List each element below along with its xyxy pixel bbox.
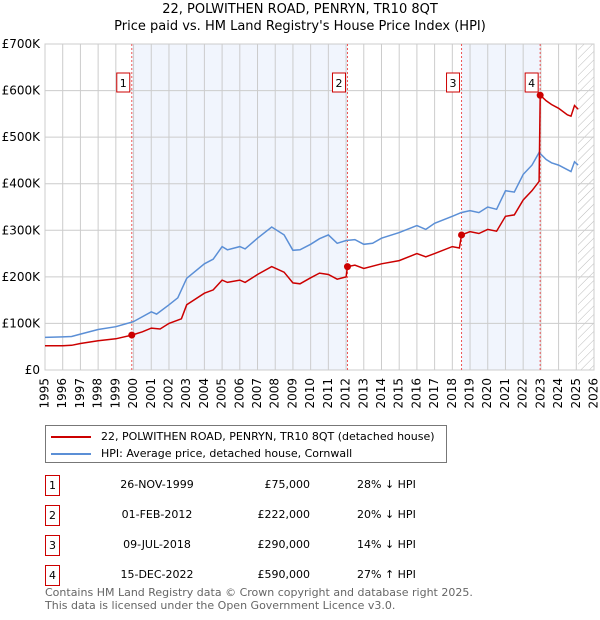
- x-tick-label: 2018: [445, 378, 459, 409]
- sale-date: 15-DEC-2022: [120, 568, 194, 581]
- sale-hpi-diff: 20% ↓ HPI: [357, 508, 416, 521]
- sale-date: 26-NOV-1999: [120, 478, 194, 491]
- x-tick-label: 2026: [587, 378, 600, 409]
- sale-marker-number: 4: [45, 565, 60, 586]
- legend-swatch: [51, 452, 91, 455]
- legend-item-property: 22, POLWITHEN ROAD, PENRYN, TR10 8QT (de…: [51, 430, 435, 443]
- sale-row: 2 01-FEB-2012 £222,000 20% ↓ HPI: [45, 505, 445, 527]
- y-tick-label: £600K: [2, 84, 42, 98]
- x-tick-label: 2025: [569, 378, 583, 409]
- sale-hpi-diff: 14% ↓ HPI: [357, 538, 416, 551]
- sale-price: £75,000: [264, 478, 311, 491]
- x-tick-label: 2024: [551, 378, 565, 409]
- sale-marker-label: 2: [335, 77, 342, 90]
- sale-row: 4 15-DEC-2022 £590,000 27% ↑ HPI: [45, 565, 445, 587]
- x-tick-label: 2023: [533, 378, 547, 409]
- x-tick-label: 1996: [55, 378, 69, 409]
- sale-point: [536, 91, 544, 99]
- x-tick-label: 2011: [321, 378, 335, 409]
- x-tick-label: 2005: [215, 378, 229, 409]
- shaded-period: [461, 44, 541, 370]
- sale-date: 01-FEB-2012: [121, 508, 193, 521]
- x-tick-label: 2019: [463, 378, 477, 409]
- sale-row: 1 26-NOV-1999 £75,000 28% ↓ HPI: [45, 475, 445, 497]
- legend-label: HPI: Average price, detached house, Corn…: [101, 447, 353, 460]
- sale-marker-number: 3: [45, 535, 60, 556]
- y-tick-label: £300K: [2, 223, 42, 237]
- plot-frame: [44, 43, 595, 371]
- sale-price: £590,000: [257, 568, 311, 581]
- x-tick-label: 2000: [126, 378, 140, 409]
- sale-point: [128, 331, 136, 339]
- y-tick-label: £0: [25, 363, 40, 377]
- footer-copyright: Contains HM Land Registry data © Crown c…: [45, 586, 473, 599]
- series-line: [45, 93, 579, 347]
- sale-marker-label: 1: [120, 77, 127, 90]
- x-tick-label: 1995: [38, 378, 52, 409]
- x-tick-label: 2007: [250, 378, 264, 409]
- x-tick-label: 2015: [392, 378, 406, 409]
- x-tick-label: 2002: [161, 378, 175, 409]
- x-tick-label: 1998: [91, 378, 105, 409]
- sale-marker-box: [446, 72, 461, 93]
- sale-price: £290,000: [257, 538, 311, 551]
- legend: 22, POLWITHEN ROAD, PENRYN, TR10 8QT (de…: [45, 425, 447, 463]
- sale-point: [458, 231, 466, 239]
- x-tick-label: 2021: [498, 378, 512, 409]
- x-tick-label: 2010: [303, 378, 317, 409]
- sale-marker-box: [524, 72, 539, 93]
- x-tick-label: 2008: [268, 378, 282, 409]
- x-tick-label: 2013: [356, 378, 370, 409]
- sale-marker-label: 3: [450, 77, 457, 90]
- series-line: [44, 151, 579, 339]
- x-tick-label: 2014: [374, 378, 388, 409]
- legend-swatch: [51, 435, 91, 438]
- y-tick-label: £500K: [2, 130, 42, 144]
- sale-marker-number: 2: [45, 505, 60, 526]
- sale-marker-label: 4: [528, 77, 535, 90]
- sale-marker-number: 1: [45, 475, 60, 496]
- sale-row: 3 09-JUL-2018 £290,000 14% ↓ HPI: [45, 535, 445, 557]
- sale-date: 09-JUL-2018: [123, 538, 191, 551]
- sale-hpi-diff: 28% ↓ HPI: [357, 478, 416, 491]
- x-tick-label: 2001: [144, 378, 158, 409]
- x-tick-label: 2012: [339, 378, 353, 409]
- x-tick-label: 2009: [285, 378, 299, 409]
- forecast-hatch: [578, 44, 594, 370]
- sale-price: £222,000: [257, 508, 311, 521]
- x-tick-label: 2003: [179, 378, 193, 409]
- sale-marker-box: [331, 72, 346, 93]
- x-tick-label: 1999: [108, 378, 122, 409]
- x-tick-label: 2020: [480, 378, 494, 409]
- x-tick-label: 2017: [427, 378, 441, 409]
- x-tick-label: 2004: [197, 378, 211, 409]
- y-tick-label: £100K: [2, 316, 42, 330]
- chart-title: 22, POLWITHEN ROAD, PENRYN, TR10 8QT: [162, 2, 438, 17]
- y-tick-label: £400K: [2, 177, 42, 191]
- x-tick-label: 1997: [73, 378, 87, 409]
- legend-item-hpi: HPI: Average price, detached house, Corn…: [51, 447, 352, 460]
- chart-subtitle: Price paid vs. HM Land Registry's House …: [114, 19, 486, 34]
- x-tick-label: 2022: [516, 378, 530, 409]
- x-tick-label: 2006: [232, 378, 246, 409]
- y-tick-label: £200K: [2, 270, 42, 284]
- x-tick-label: 2016: [409, 378, 423, 409]
- footer-licence: This data is licensed under the Open Gov…: [45, 599, 396, 612]
- footer: Contains HM Land Registry data © Crown c…: [45, 586, 473, 612]
- legend-label: 22, POLWITHEN ROAD, PENRYN, TR10 8QT (de…: [101, 430, 435, 443]
- sale-point: [343, 263, 351, 271]
- sale-hpi-diff: 27% ↑ HPI: [357, 568, 416, 581]
- y-tick-label: £700K: [2, 37, 42, 51]
- price-chart: 1995 1996 1997 1998 1999 2000 2001 2002 2003 2004…: [2, 37, 600, 409]
- sale-marker-box: [116, 72, 131, 93]
